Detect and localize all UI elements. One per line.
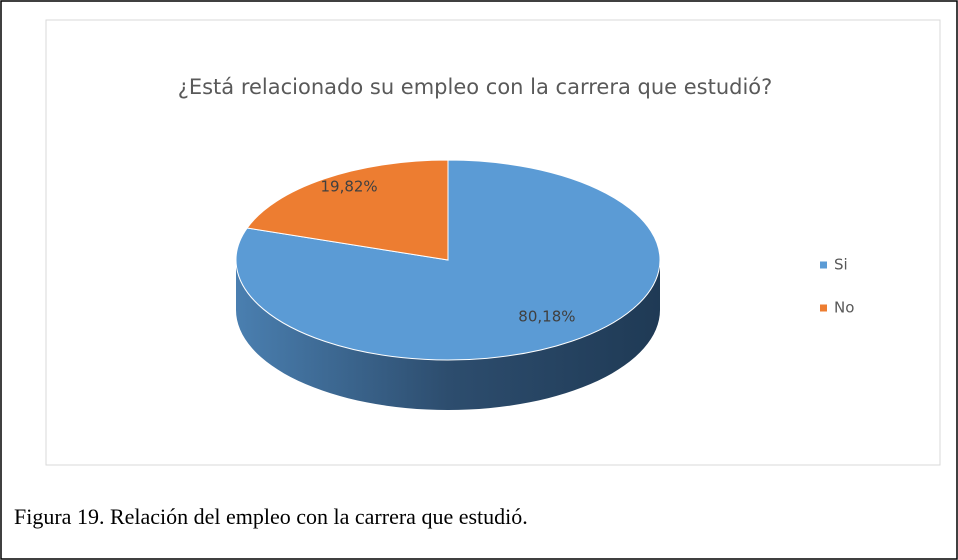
legend-label: No: [834, 299, 854, 317]
legend-swatch: [820, 304, 827, 312]
data-label: 80,18%: [518, 307, 575, 325]
pie: [235, 159, 661, 410]
pie-side: [236, 260, 660, 410]
chart-title: ¿Está relacionado su empleo con la carre…: [178, 75, 773, 99]
data-label: 19,82%: [320, 178, 377, 196]
legend-label: Si: [834, 256, 848, 274]
legend-swatch: [820, 261, 827, 269]
caption: Figura 19. Relación del empleo con la ca…: [14, 504, 528, 529]
pie-slice: [246, 159, 449, 261]
